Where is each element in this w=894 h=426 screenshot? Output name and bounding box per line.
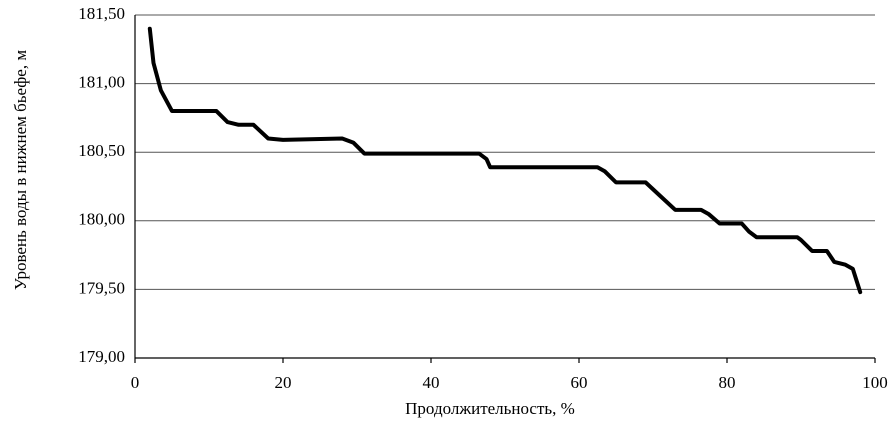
y-axis-label: Уровень воды в нижнем бьефе, м <box>11 50 30 290</box>
x-tick-label: 100 <box>862 373 888 392</box>
x-tick-label: 80 <box>719 373 736 392</box>
x-axis-label: Продолжительность, % <box>405 399 575 418</box>
y-tick-label: 181,00 <box>78 73 125 92</box>
data-line <box>147 26 863 295</box>
y-tick-label: 179,00 <box>78 347 125 366</box>
x-tick-label: 40 <box>423 373 440 392</box>
x-tick-label: 60 <box>571 373 588 392</box>
y-tick-label: 179,50 <box>78 278 125 297</box>
y-tick-label: 180,50 <box>78 141 125 160</box>
y-tick-label: 181,50 <box>78 4 125 23</box>
y-tick-label: 180,00 <box>78 210 125 229</box>
x-tick-label: 20 <box>275 373 292 392</box>
x-tick-label: 0 <box>131 373 140 392</box>
